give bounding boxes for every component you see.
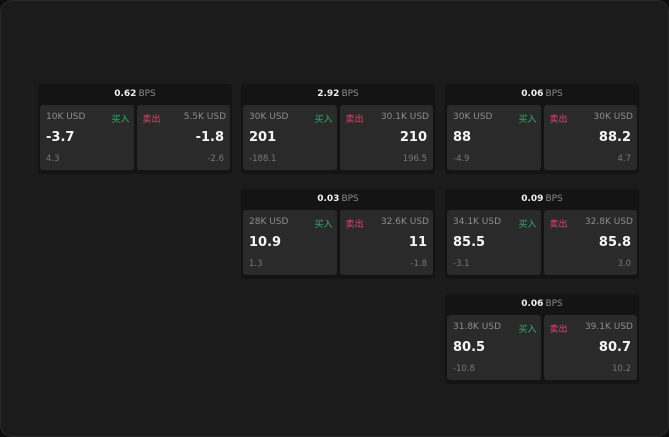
spread-header: 0.06 BPS — [445, 84, 639, 105]
spread-unit: BPS — [341, 89, 359, 99]
sell-button[interactable]: 卖出 32.6K USD 11 -1.8 — [339, 210, 433, 275]
spread-value: 0.06 — [521, 299, 544, 309]
quote-panel: 0.06 BPS 31.8K USD 买入 80.5 -10.8 卖出 39.1K U… — [445, 294, 639, 384]
buy-label: 买入 — [518, 115, 537, 125]
ask-change: 3.0 — [617, 259, 631, 269]
sell-label: 卖出 — [142, 115, 161, 125]
bid-price: 80.5 — [453, 340, 486, 355]
bid-price: 85.5 — [453, 235, 486, 250]
ask-change: 10.2 — [612, 364, 631, 374]
spread-header: 2.92 BPS — [241, 84, 435, 105]
buy-button[interactable]: 28K USD 买入 10.9 1.3 — [243, 210, 337, 275]
spread-value: 2.92 — [317, 89, 340, 99]
spread-header: 0.09 BPS — [445, 189, 639, 210]
ask-size: 30.1K USD — [380, 112, 429, 122]
sell-label: 卖出 — [549, 325, 568, 335]
spread-value: 0.09 — [521, 194, 544, 204]
spread-value: 0.62 — [114, 89, 137, 99]
buy-label: 买入 — [518, 325, 537, 335]
bid-change: 1.3 — [249, 259, 263, 269]
ask-size: 39.1K USD — [584, 322, 633, 332]
bid-size: 31.8K USD — [453, 322, 502, 332]
bid-change: 4.3 — [46, 154, 60, 164]
ask-change: 4.7 — [617, 154, 631, 164]
bid-size: 34.1K USD — [453, 217, 502, 227]
sell-button[interactable]: 卖出 5.5K USD -1.8 -2.6 — [136, 105, 230, 170]
spread-unit: BPS — [138, 89, 156, 99]
ask-price: 88.2 — [598, 130, 631, 145]
spread-value: 0.03 — [317, 194, 340, 204]
quote-panel: 0.09 BPS 34.1K USD 买入 85.5 -3.1 卖出 32.8K US… — [445, 189, 639, 279]
bid-size: 10K USD — [46, 112, 86, 122]
bid-change: -3.1 — [453, 259, 470, 269]
bid-price: 201 — [249, 130, 277, 145]
bid-size: 30K USD — [453, 112, 493, 122]
bid-change: -188.1 — [249, 154, 277, 164]
sell-label: 卖出 — [345, 220, 364, 230]
ask-price: 85.8 — [598, 235, 631, 250]
buy-label: 买入 — [111, 115, 130, 125]
ask-size: 32.6K USD — [380, 217, 429, 227]
sell-button[interactable]: 卖出 39.1K USD 80.7 10.2 — [543, 315, 637, 380]
buy-label: 买入 — [314, 220, 333, 230]
buy-button[interactable]: 31.8K USD 买入 80.5 -10.8 — [447, 315, 541, 380]
sell-label: 卖出 — [549, 220, 568, 230]
quote-panel: 0.03 BPS 28K USD 买入 10.9 1.3 卖出 32.6K USD 1… — [241, 189, 435, 279]
spread-unit: BPS — [545, 89, 563, 99]
bid-size: 28K USD — [249, 217, 289, 227]
quote-panel: 2.92 BPS 30K USD 买入 201 -188.1 卖出 30.1K USD… — [241, 84, 435, 174]
ask-change: -1.8 — [410, 259, 427, 269]
ask-size: 5.5K USD — [183, 112, 226, 122]
spread-value: 0.06 — [521, 89, 544, 99]
buy-button[interactable]: 30K USD 买入 201 -188.1 — [243, 105, 337, 170]
spread-header: 0.06 BPS — [445, 294, 639, 315]
buy-label: 买入 — [314, 115, 333, 125]
buy-button[interactable]: 30K USD 买入 88 -4.9 — [447, 105, 541, 170]
sell-button[interactable]: 卖出 30K USD 88.2 4.7 — [543, 105, 637, 170]
quote-panel: 0.06 BPS 30K USD 买入 88 -4.9 卖出 30K USD 88.2… — [445, 84, 639, 174]
ask-change: -2.6 — [207, 154, 224, 164]
ask-size: 30K USD — [593, 112, 633, 122]
spread-header: 0.03 BPS — [241, 189, 435, 210]
sell-label: 卖出 — [345, 115, 364, 125]
ask-price: -1.8 — [195, 130, 224, 145]
ask-change: 196.5 — [402, 154, 427, 164]
sell-label: 卖出 — [549, 115, 568, 125]
spread-unit: BPS — [545, 299, 563, 309]
buy-button[interactable]: 34.1K USD 买入 85.5 -3.1 — [447, 210, 541, 275]
spread-unit: BPS — [341, 194, 359, 204]
ask-price: 80.7 — [598, 340, 631, 355]
buy-label: 买入 — [518, 220, 537, 230]
bid-size: 30K USD — [249, 112, 289, 122]
buy-button[interactable]: 10K USD 买入 -3.7 4.3 — [40, 105, 134, 170]
spread-unit: BPS — [545, 194, 563, 204]
spread-header: 0.62 BPS — [38, 84, 232, 105]
bid-change: -10.8 — [453, 364, 475, 374]
ask-size: 32.8K USD — [584, 217, 633, 227]
bid-price: 88 — [453, 130, 472, 145]
ask-price: 11 — [408, 235, 427, 250]
bid-price: 10.9 — [249, 235, 282, 250]
quote-panel: 0.62 BPS 10K USD 买入 -3.7 4.3 卖出 5.5K USD -1… — [38, 84, 232, 174]
bid-change: -4.9 — [453, 154, 470, 164]
sell-button[interactable]: 卖出 32.8K USD 85.8 3.0 — [543, 210, 637, 275]
bid-price: -3.7 — [46, 130, 75, 145]
ask-price: 210 — [399, 130, 427, 145]
sell-button[interactable]: 卖出 30.1K USD 210 196.5 — [339, 105, 433, 170]
